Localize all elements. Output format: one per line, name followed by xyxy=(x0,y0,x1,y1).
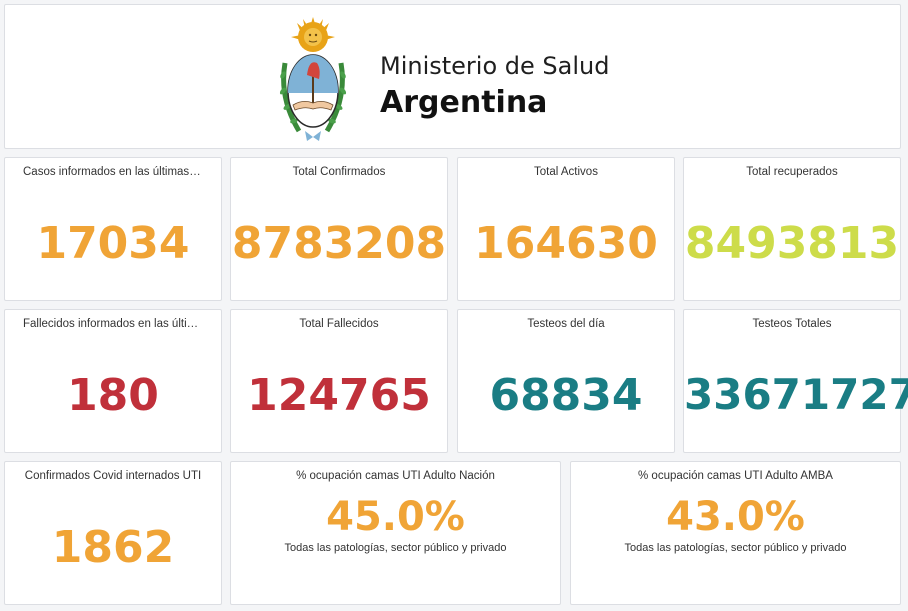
stat-value: 45.0% xyxy=(326,494,465,540)
stat-title: Fallecidos informados en las últimas 24 … xyxy=(23,318,221,330)
stat-card-cases-24h[interactable]: Casos informados en las últimas 24 horas… xyxy=(4,157,222,301)
stat-card-total-tests[interactable]: Testeos Totales 33671727 xyxy=(683,309,908,453)
stat-title: % ocupación camas UTI Adulto Nación xyxy=(296,470,495,482)
stat-title: Total Confirmados xyxy=(292,166,386,178)
stat-value: 164630 xyxy=(474,218,658,269)
stat-subtitle: Todas las patologías, sector público y p… xyxy=(284,542,507,554)
stat-card-icu-occupancy-amba[interactable]: % ocupación camas UTI Adulto AMBA 43.0% … xyxy=(570,461,901,605)
stat-value: 68834 xyxy=(489,370,643,421)
stat-title: % ocupación camas UTI Adulto AMBA xyxy=(638,470,833,482)
argentina-coat-of-arms-icon xyxy=(273,13,353,145)
stat-value: 8783208 xyxy=(231,218,447,269)
stat-card-total-active[interactable]: Total Activos 164630 xyxy=(457,157,675,301)
stat-title: Confirmados Covid internados UTI xyxy=(24,470,202,482)
stat-title: Casos informados en las últimas 24 horas xyxy=(23,166,221,178)
stat-title: Total Activos xyxy=(534,166,598,178)
ministry-name: Ministerio de Salud xyxy=(380,52,610,80)
stat-value: 180 xyxy=(67,370,159,421)
stat-value: 33671727 xyxy=(684,370,908,419)
stat-card-total-deaths[interactable]: Total Fallecidos 124765 xyxy=(230,309,448,453)
stat-value: 1862 xyxy=(51,522,175,573)
stat-card-total-recovered[interactable]: Total recuperados 8493813 xyxy=(683,157,901,301)
stat-card-icu-covid[interactable]: Confirmados Covid internados UTI 1862 xyxy=(4,461,222,605)
header-banner: Ministerio de Salud Argentina xyxy=(4,4,901,149)
stat-title: Total recuperados xyxy=(746,166,838,178)
country-name: Argentina xyxy=(380,85,548,120)
stat-subtitle: Todas las patologías, sector público y p… xyxy=(624,542,847,554)
stat-card-tests-today[interactable]: Testeos del día 68834 xyxy=(457,309,675,453)
stat-value: 17034 xyxy=(36,218,190,269)
stat-value: 43.0% xyxy=(666,494,805,540)
stat-value: 124765 xyxy=(247,370,431,421)
stat-card-icu-occupancy-nation[interactable]: % ocupación camas UTI Adulto Nación 45.0… xyxy=(230,461,561,605)
stat-title: Testeos Totales xyxy=(752,318,832,330)
stat-card-total-confirmed[interactable]: Total Confirmados 8783208 xyxy=(230,157,448,301)
stat-title: Testeos del día xyxy=(527,318,605,330)
stat-value: 8493813 xyxy=(684,218,900,269)
stat-card-deaths-24h[interactable]: Fallecidos informados en las últimas 24 … xyxy=(4,309,222,453)
stat-title: Total Fallecidos xyxy=(299,318,379,330)
